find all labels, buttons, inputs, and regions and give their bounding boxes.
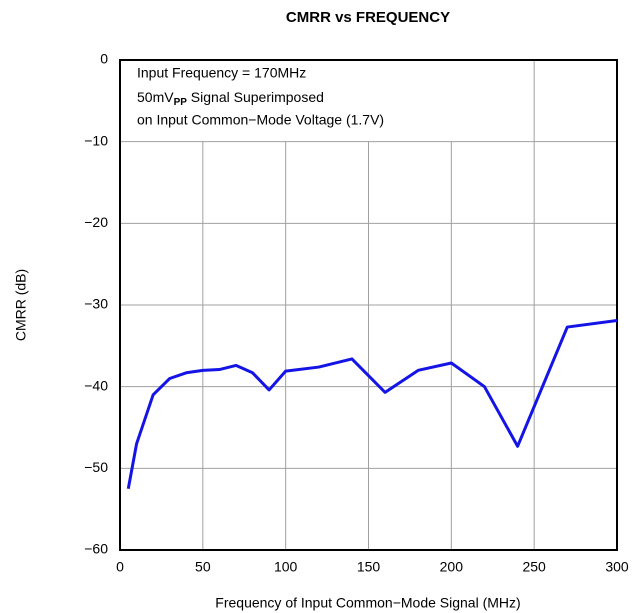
chart-title: CMRR vs FREQUENCY	[286, 9, 450, 26]
x-tick-label: 100	[274, 559, 298, 575]
x-tick-label: 200	[440, 559, 464, 575]
annotation: Input Frequency = 170MHz	[137, 65, 306, 81]
annotation: 50mVPP Signal Superimposed	[137, 89, 324, 108]
annotation: 50mV	[137, 89, 174, 105]
annotation: on Input Common−Mode Voltage (1.7V)	[137, 112, 384, 128]
y-tick-label: −40	[84, 377, 108, 393]
y-tick-label: −60	[84, 541, 108, 557]
x-tick-label: 150	[357, 559, 381, 575]
y-tick-label: −50	[84, 459, 108, 475]
y-tick-label: −10	[84, 132, 108, 148]
x-tick-label: 50	[195, 559, 211, 575]
y-tick-label: −20	[84, 214, 108, 230]
annotation-box	[121, 61, 466, 141]
annotation-subscript: PP	[174, 97, 188, 108]
y-tick-label: 0	[100, 51, 108, 67]
annotation: Signal Superimposed	[187, 89, 324, 105]
x-tick-label: 300	[605, 559, 629, 575]
data-line	[126, 319, 618, 490]
x-tick-label: 0	[116, 559, 124, 575]
x-tick-label: 250	[522, 559, 546, 575]
y-tick-label: −30	[84, 296, 108, 312]
plot-frame	[119, 59, 618, 551]
x-axis-label: Frequency of Input Common−Mode Signal (M…	[215, 595, 520, 611]
y-axis-label: CMRR (dB)	[13, 269, 29, 341]
